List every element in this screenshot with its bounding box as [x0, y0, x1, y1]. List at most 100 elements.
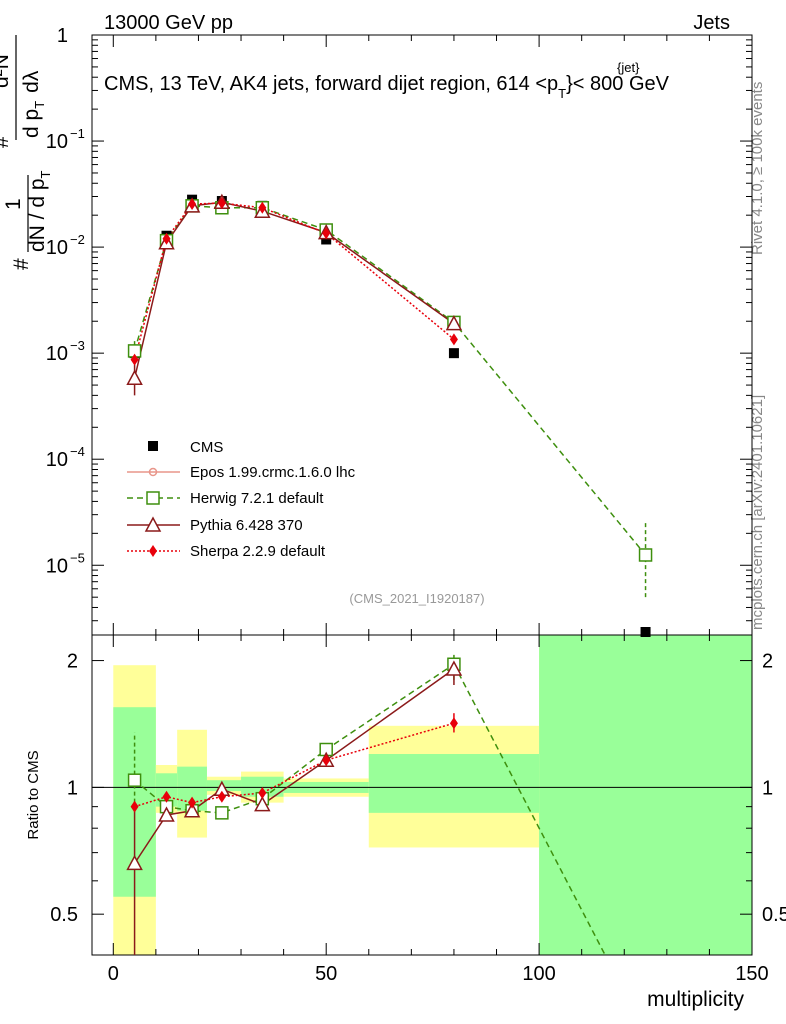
plot-title-sup: {jet} [617, 60, 640, 75]
y-tick-exp-5: −5 [70, 550, 85, 565]
frames [91, 34, 753, 956]
y-tick-exp-3: −3 [70, 338, 85, 353]
main-curves [126, 193, 653, 637]
ylabel-den2-sub: T [32, 101, 47, 109]
point-0-6 [448, 348, 459, 359]
legend-label-epos: Epos 1.99.crmc.1.6.0 lhc [190, 464, 356, 481]
ratio-tick-label-r-1: 1 [762, 777, 773, 799]
ylabel-hash2: # [0, 136, 13, 148]
legend-label-sherpa: Sherpa 2.2.9 default [190, 543, 326, 560]
ratio-point-0-3 [215, 806, 229, 820]
ylabel-den1-sub: T [38, 170, 53, 178]
y-tick-label-0: 1 [57, 25, 68, 47]
point-3-1 [162, 232, 171, 245]
header-left: 13000 GeV pp [104, 12, 233, 34]
y-tick-label-3: 10 [46, 343, 68, 365]
ratio-point-2-4 [258, 786, 267, 799]
green-band-6 [368, 754, 540, 813]
ratio-tick-label-l-1: 1 [67, 777, 78, 799]
legend-label-herwig: Herwig 7.2.1 default [190, 490, 324, 507]
x-axis-label: multiplicity [647, 988, 744, 1011]
ratio-point-2-6 [449, 717, 458, 730]
ratio-point-1-6 [445, 660, 463, 676]
plot-title-sub: T [558, 86, 566, 101]
y-tick-exp-1: −1 [70, 126, 85, 141]
point-3-3 [217, 197, 226, 210]
y-tick-exp-2: −2 [70, 232, 85, 247]
ratio-frame [91, 634, 753, 956]
ratio-tick-label-r-0: 2 [762, 651, 773, 673]
legend-item-pythia: Pythia 6.428 370 [127, 516, 303, 534]
ratio-point-2-0 [130, 800, 139, 813]
ratio-point-2-1 [162, 790, 171, 803]
ratio-point-1-2 [183, 802, 201, 818]
legend-marker-sherpa [149, 545, 157, 557]
plot-title: CMS, 13 TeV, AK4 jets, forward dijet reg… [104, 73, 670, 101]
legend-marker-epos [148, 467, 158, 477]
x-tick-label-0: 0 [108, 963, 119, 985]
analysis-id: (CMS_2021_I1920187) [349, 591, 484, 606]
ratio-point-2-5 [322, 754, 331, 767]
ratio-point-1-4 [254, 796, 271, 812]
point-3-2 [188, 197, 197, 210]
y-tick-label-4: 10 [46, 449, 68, 471]
ratio-tick-label-r-2: 0.5 [762, 904, 786, 926]
legend-marker-pythia [144, 516, 162, 532]
ratio-point-1-0 [126, 854, 143, 871]
green-band-7 [539, 635, 752, 955]
ratio-point-1-1 [158, 806, 175, 822]
x-tick-label-1: 50 [315, 963, 337, 985]
y-tick-label-5: 10 [46, 555, 68, 577]
mcplots-label: mcplots.cern.ch [arXiv:2401.10621] [749, 395, 766, 630]
point-2-6 [445, 315, 463, 331]
point-3-0 [130, 353, 139, 366]
ylabel-den1-main: dN / d p [26, 178, 49, 252]
legend-marker-herwig [146, 491, 160, 505]
ratio-ylabel: Ratio to CMS [25, 750, 42, 839]
ylabel-one: 1 [2, 198, 25, 210]
ratio-point-0-0 [127, 773, 142, 787]
legend-marker-cms [148, 441, 158, 451]
point-0-7 [640, 627, 651, 637]
x-tick-label-3: 150 [735, 963, 768, 985]
legend-item-cms: CMS [148, 439, 223, 456]
ylabel-den2: d pTdλ [20, 70, 47, 138]
ratio-tick-label-l-0: 2 [67, 651, 78, 673]
legend-label-cms: CMS [190, 439, 223, 456]
rivet-label: Rivet 4.1.0, ≥ 100k events [749, 82, 766, 255]
ratio-bands [113, 635, 752, 955]
header-right: Jets [693, 12, 730, 34]
point-0-5 [321, 234, 332, 245]
point-3-6 [449, 333, 458, 346]
green-band-4 [241, 776, 284, 797]
tick-labels: 110 −110 −210 −310 −410 −52 21 10.5 0.50 50 100 150 [46, 25, 786, 985]
ratio-point-2-2 [188, 796, 197, 809]
ylabel-num2: d²N [0, 54, 13, 88]
y-tick-label-2: 10 [46, 237, 68, 259]
ylabel-den2-tail: dλ [20, 70, 43, 93]
main-line-2 [133, 202, 455, 360]
main-ylabel: # 1 dN / d pT # d²N d pTdλ [0, 35, 53, 270]
point-3-5 [322, 227, 331, 240]
ratio-herwig-tail [453, 663, 606, 956]
main-line-1 [133, 201, 455, 379]
ylabel-den2-main: d p [20, 109, 43, 138]
x-tick-label-2: 100 [522, 963, 555, 985]
plot-title-end: }< 800 GeV [566, 73, 670, 95]
legend-label-pythia: Pythia 6.428 370 [190, 517, 303, 534]
y-tick-label-1: 10 [46, 131, 68, 153]
ylabel-den1: dN / d pT [26, 170, 53, 252]
point-3-4 [258, 201, 267, 214]
plot-title-main: CMS, 13 TeV, AK4 jets, forward dijet reg… [104, 73, 558, 95]
legend-item-epos: Epos 1.99.crmc.1.6.0 lhc [127, 464, 356, 481]
legend: CMS Epos 1.99.crmc.1.6.0 lhc Herwig 7.2.… [127, 439, 356, 560]
green-band-1 [155, 773, 178, 807]
ratio-curves [126, 653, 606, 956]
point-1-7 [638, 548, 653, 562]
legend-item-sherpa: Sherpa 2.2.9 default [127, 543, 326, 560]
point-2-0 [126, 369, 143, 385]
legend-item-herwig: Herwig 7.2.1 default [127, 490, 324, 507]
ratio-point-2-3 [217, 790, 226, 803]
y-tick-exp-4: −4 [70, 444, 85, 459]
